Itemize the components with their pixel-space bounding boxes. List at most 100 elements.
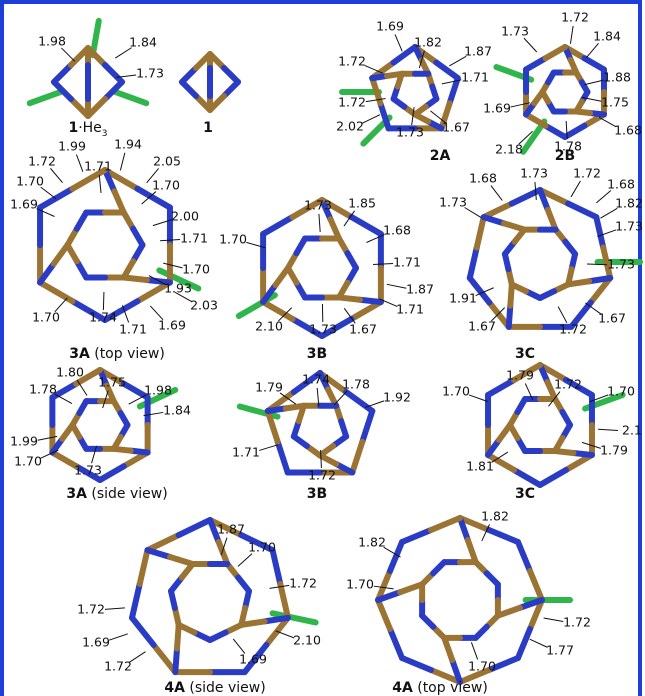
bond-length: 1.67 (468, 319, 496, 334)
bond-length: 1.85 (348, 196, 376, 211)
bond-length: 1.87 (406, 282, 434, 297)
bond-length: 1.73 (607, 257, 635, 272)
bond-length: 1.87 (464, 44, 492, 59)
bond-length: 1.69 (376, 19, 404, 34)
bond-length: 1.70 (442, 384, 470, 399)
caption-id: 3A (69, 346, 90, 362)
bond-length: 1.98 (38, 34, 66, 49)
bond-length: 1.73 (520, 166, 548, 181)
bond-length: 1.71 (396, 302, 424, 317)
caption-id: 3C (515, 486, 535, 502)
bond-length: 1.92 (383, 390, 411, 405)
bond-length: 1.84 (163, 403, 191, 418)
panel-caption: 3C (515, 346, 535, 362)
bond-length: 1.94 (114, 137, 142, 152)
bond-length: 1.72 (308, 468, 336, 483)
panel-caption: 3C (515, 486, 535, 502)
bond-length: 1.73 (439, 195, 467, 210)
panel-caption: 3A (side view) (66, 486, 167, 502)
bond (339, 297, 360, 299)
bond (360, 300, 381, 302)
bond (124, 277, 147, 280)
bond-length: 1.78 (29, 382, 57, 397)
caption-id: 4A (392, 680, 413, 696)
bond-length: 1.71 (84, 159, 112, 174)
bond-length: 1.67 (349, 322, 377, 337)
panel-caption: 3B (307, 346, 327, 362)
bond-length: 1.72 (338, 54, 366, 69)
bond-length: 1.87 (217, 522, 245, 537)
bond-length: 1.99 (10, 434, 38, 449)
bond-length: 1.68 (469, 171, 497, 186)
bond-length: 1.84 (129, 35, 157, 50)
bond-length: 1.80 (56, 365, 84, 380)
bond-length: 1.77 (546, 643, 574, 658)
bond-length: 1.69 (483, 101, 511, 116)
bond-length: 1.82 (358, 535, 386, 550)
caption-id: 2B (555, 148, 575, 164)
bond-length: 1.71 (393, 255, 421, 270)
caption-id: 3A (66, 486, 87, 502)
caption-text: (side view) (87, 486, 168, 502)
bond-length: 1.69 (82, 635, 110, 650)
bond-length: 1.68 (614, 123, 642, 138)
bond-length: 1.73 (396, 125, 424, 140)
bond-length: 1.72 (289, 576, 317, 591)
bond-length: 1.69 (158, 318, 186, 333)
caption-text: (top view) (413, 680, 488, 696)
caption-id: 1 (68, 120, 78, 136)
bond-length: 1.72 (338, 95, 366, 110)
caption-id: 3C (515, 346, 535, 362)
bond-length: 1.91 (449, 291, 477, 306)
bond-length: 1.72 (104, 659, 132, 674)
caption-text: (side view) (185, 680, 266, 696)
bond-length: 1.67 (598, 311, 626, 326)
bond-length: 2.1 (622, 423, 642, 438)
panel-caption: 3A (top view) (69, 346, 165, 362)
bond-length: 1.73 (136, 66, 164, 81)
bond-length: 1.72 (77, 602, 105, 617)
caption-id: 2A (430, 148, 451, 164)
figure: 1.981.841.731·He311.691.821.871.721.711.… (0, 0, 645, 696)
bond-length: 1.72 (561, 10, 589, 25)
bond-length: 1.93 (164, 281, 192, 296)
bond-length: 1.82 (414, 35, 442, 50)
bond-length: 1.70 (32, 310, 60, 325)
panel-caption: 2A (430, 148, 451, 164)
bond-length: 1.70 (182, 262, 210, 277)
bond-length: 2.03 (190, 298, 218, 313)
bond-length: 2.10 (255, 319, 283, 334)
bond-length: 1.70 (14, 454, 42, 469)
bond-length: 1.70 (468, 659, 496, 674)
bond-length: 2.00 (171, 209, 199, 224)
bond (568, 281, 589, 284)
bond-length: 1.75 (601, 95, 629, 110)
bond-length: 2.02 (336, 119, 364, 134)
bond-length: 1.70 (219, 232, 247, 247)
bond-length: 1.70 (16, 174, 44, 189)
leader-line (103, 292, 104, 310)
leader-line (587, 264, 607, 265)
bond-length: 1.79 (506, 368, 534, 383)
bond (510, 284, 512, 305)
bond-length: 1.67 (442, 120, 470, 135)
bond-length: 1.68 (383, 223, 411, 238)
bond (177, 625, 179, 649)
bond-length: 1.88 (603, 70, 631, 85)
bond-length: 1.70 (152, 178, 180, 193)
bond-length: 1.79 (600, 443, 628, 458)
bond (175, 649, 177, 673)
bond-length: 1.73 (309, 322, 337, 337)
bond-length: 1.74 (302, 372, 330, 387)
caption-text: ·He (78, 120, 102, 136)
bond-length: 1.73 (501, 24, 529, 39)
bond-length: 2.05 (153, 154, 181, 169)
bond (509, 306, 511, 327)
bond-length: 1.72 (563, 615, 591, 630)
bond-length: 1.73 (304, 198, 332, 213)
bond-length: 1.84 (593, 29, 621, 44)
panel-caption: 4A (side view) (164, 680, 265, 696)
panel-caption: 3B (307, 486, 327, 502)
bond-length: 1.72 (554, 377, 582, 392)
bond-length: 1.99 (58, 139, 86, 154)
